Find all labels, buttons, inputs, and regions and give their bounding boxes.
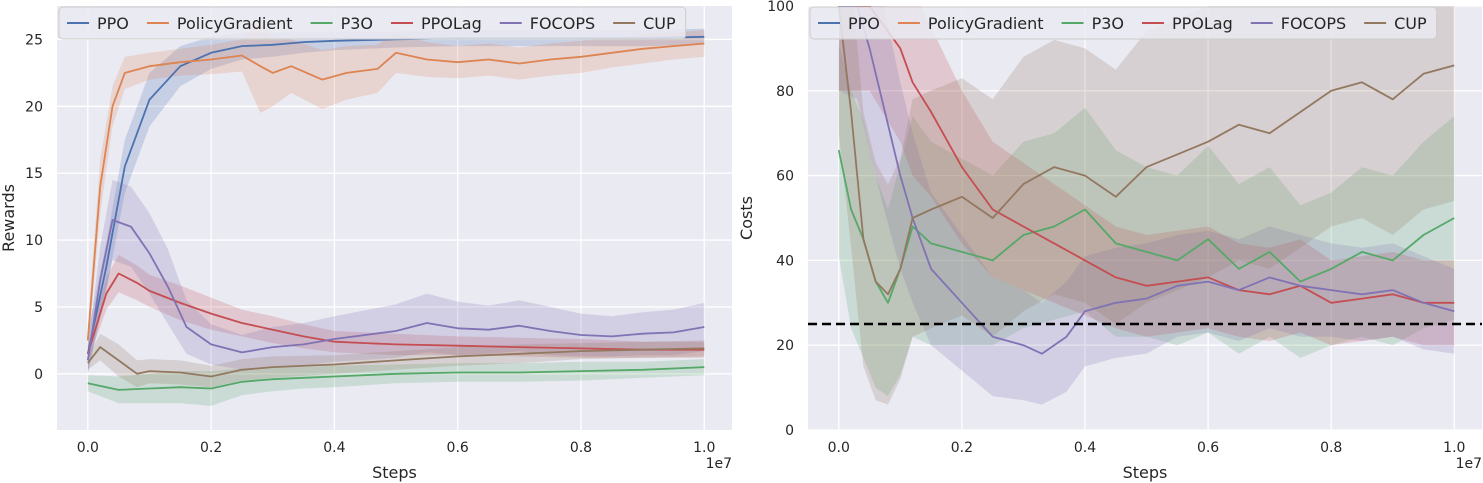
y-axis-label: Costs	[737, 196, 756, 240]
band-focops	[87, 179, 705, 374]
band-p3o	[838, 44, 1455, 397]
series-line-ppolag	[86, 272, 705, 355]
series-line-focops	[838, 6, 1455, 355]
legend-frame	[809, 6, 1438, 40]
band-p3o	[87, 359, 705, 406]
legend-label-ppo: PPO	[848, 14, 880, 33]
band-ppolag	[87, 254, 705, 362]
legend-label-cup: CUP	[643, 14, 676, 33]
x-tick-label: 0.8	[570, 440, 592, 456]
x-tick-label: 0.6	[447, 440, 469, 456]
legend: PPO PolicyGradient P3O PPOLag FOCOPS CUP	[809, 6, 1438, 40]
y-tick-label: 5	[34, 300, 43, 316]
series-line-ppolag	[838, 6, 1455, 304]
rewards-chart: 0.0 0.2 0.4 0.6 0.8 1.0 0 5 10 15 20 25 Steps Rewards…	[0, 6, 732, 482]
y-tick-label: 60	[776, 169, 794, 185]
legend-frame	[58, 6, 687, 40]
y-tick-label: 40	[776, 253, 794, 269]
y-tick-label: 10	[25, 233, 43, 249]
x-tick-label: 0.6	[1197, 440, 1219, 456]
legend-label-focops: FOCOPS	[530, 14, 595, 33]
legend-label-p3o: P3O	[341, 14, 373, 33]
series-line-cup	[87, 346, 705, 378]
x-offset-label: 1e7	[706, 456, 732, 472]
legend-label-ppolag: PPOLag	[1172, 14, 1233, 33]
legend-label-ppo: PPO	[97, 14, 129, 33]
x-tick-label: 0.0	[828, 440, 850, 456]
legend-label-ppolag: PPOLag	[421, 14, 482, 33]
x-tick-label: 1.0	[1443, 440, 1465, 456]
x-axis-label: Steps	[372, 463, 417, 482]
series-line-cup	[837, 6, 1455, 296]
data-area	[808, 6, 1482, 405]
series-line-p3o	[837, 150, 1455, 304]
y-tick-label: 0	[785, 423, 794, 439]
legend-label-focops: FOCOPS	[1281, 14, 1346, 33]
y-tick-label: 25	[25, 32, 43, 48]
x-tick-label: 0.2	[951, 440, 973, 456]
series-line-focops	[86, 219, 705, 361]
band-policygradient	[87, 19, 705, 354]
x-tick-label: 0.2	[200, 440, 222, 456]
y-tick-label: 80	[776, 84, 794, 100]
series-line-p3o	[87, 366, 705, 391]
y-tick-label: 0	[34, 367, 43, 383]
legend-label-policygradient: PolicyGradient	[928, 14, 1044, 33]
x-tick-label: 0.4	[1074, 440, 1096, 456]
series-line-policygradient	[86, 42, 705, 341]
legend: PPO PolicyGradient P3O PPOLag FOCOPS CUP	[58, 6, 687, 40]
band-cup	[838, 6, 1455, 405]
y-axis-label: Rewards	[0, 184, 18, 252]
x-axis-label: Steps	[1123, 463, 1168, 482]
legend-label-p3o: P3O	[1092, 14, 1124, 33]
y-tick-label: 20	[25, 99, 43, 115]
x-tick-label: 0.4	[323, 440, 345, 456]
x-tick-label: 0.8	[1320, 440, 1342, 456]
y-tick-label: 15	[25, 166, 43, 182]
plot-background	[808, 6, 1482, 430]
band-focops	[838, 6, 1455, 405]
data-area	[86, 19, 705, 406]
x-tick-label: 1.0	[693, 440, 715, 456]
y-tick-label: 20	[776, 338, 794, 354]
costs-chart: 0.0 0.2 0.4 0.6 0.8 1.0 0 20 40 60 80 100 Steps Costs…	[737, 0, 1482, 482]
x-tick-label: 0.0	[77, 440, 99, 456]
legend-label-policygradient: PolicyGradient	[177, 14, 293, 33]
legend-label-cup: CUP	[1394, 14, 1427, 33]
y-tick-label: 100	[767, 0, 794, 15]
x-offset-label: 1e7	[1456, 456, 1482, 472]
